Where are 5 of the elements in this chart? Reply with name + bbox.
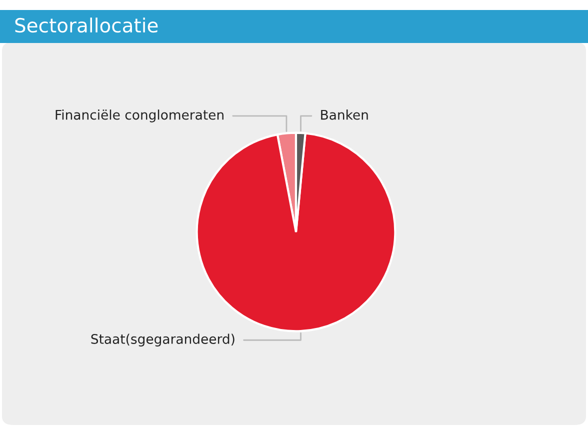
pie-slice <box>196 132 396 332</box>
slice-label: Banken <box>321 110 368 120</box>
slice-label: Staat(sgegarandeerd) <box>91 334 234 347</box>
slice-label: Financiële conglomeraten <box>56 110 224 122</box>
chart-title: Sectorallocatie <box>15 18 158 33</box>
